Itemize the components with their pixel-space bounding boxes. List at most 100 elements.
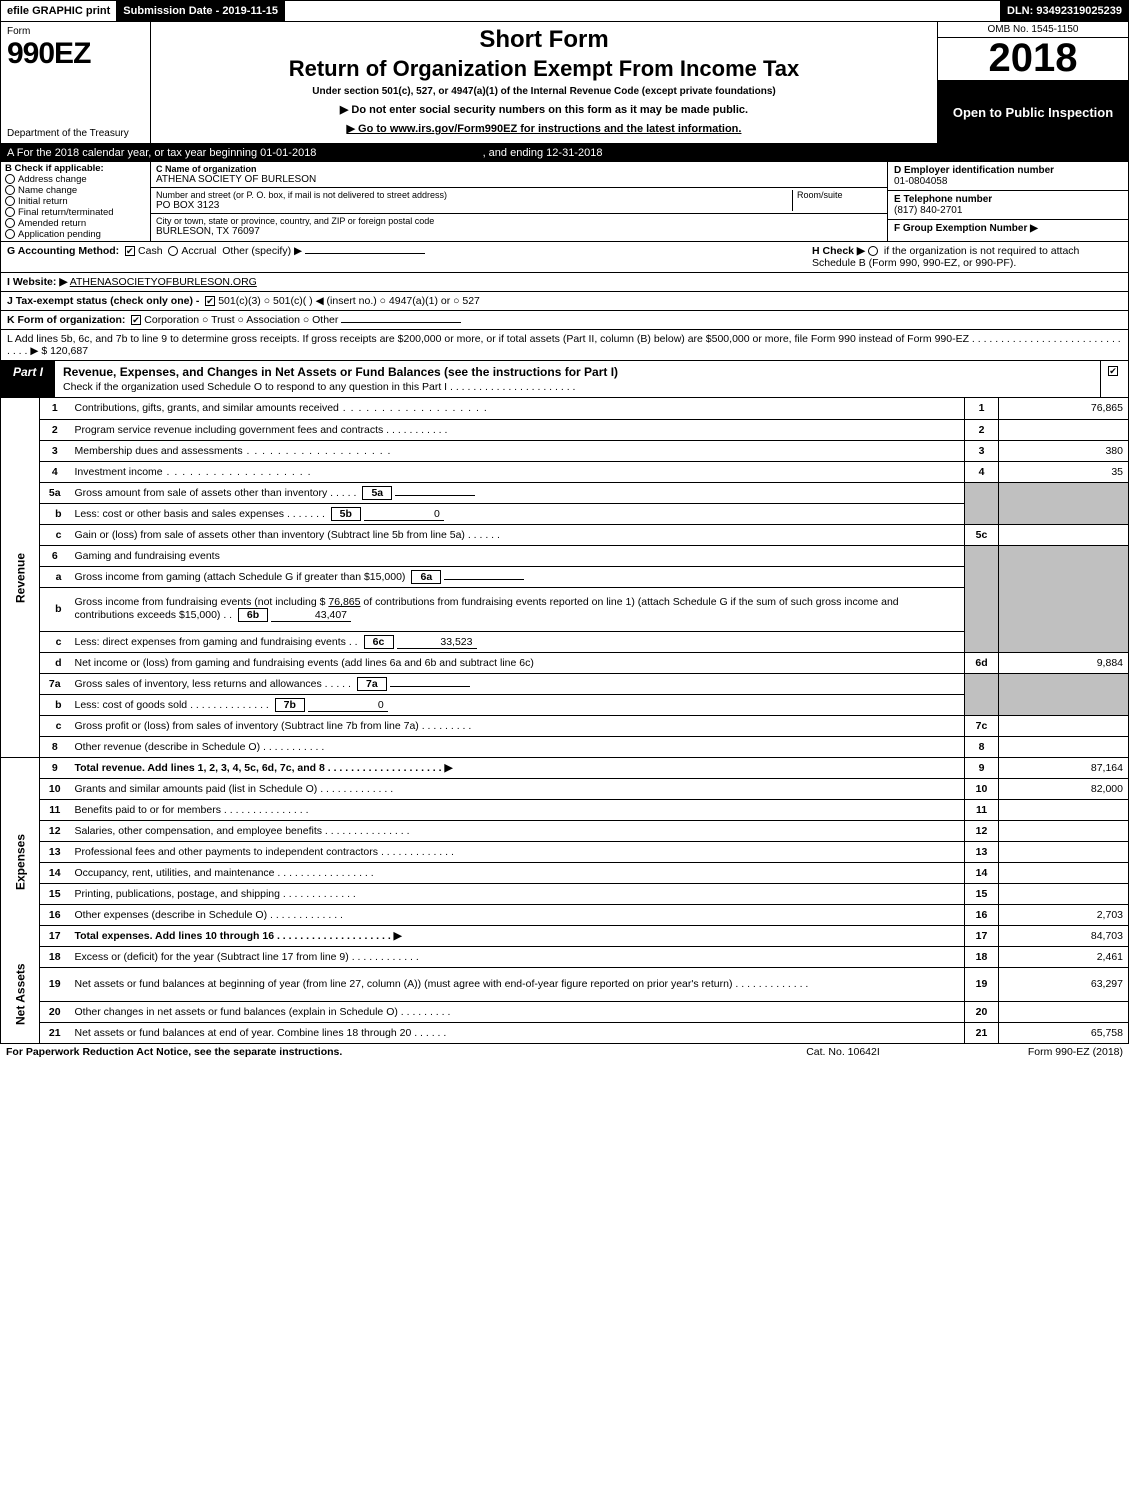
efile-print[interactable]: efile GRAPHIC print [1,1,117,21]
d-e-f-block: D Employer identification number 01-0804… [888,162,1128,241]
telephone: (817) 840-2701 [894,205,1122,216]
period-end: , and ending 12-31-2018 [483,147,603,159]
revenue-label: Revenue [1,398,40,757]
return-title: Return of Organization Exempt From Incom… [161,56,927,82]
room-label: Room/suite [797,190,882,200]
line-5c: cGain or (loss) from sale of assets othe… [1,524,1129,545]
part1-table: Revenue 1 Contributions, gifts, grants, … [0,398,1129,1044]
expenses-label: Expenses [1,778,40,946]
b-label: B Check if applicable: [5,163,146,174]
line-15: 15Printing, publications, postage, and s… [1,883,1129,904]
city-label: City or town, state or province, country… [156,216,882,226]
opt-amended-return[interactable]: Amended return [5,218,146,229]
form-ref: Form 990-EZ (2018) [943,1046,1123,1058]
line-12: 12Salaries, other compensation, and empl… [1,820,1129,841]
top-bar: efile GRAPHIC print Submission Date - 20… [0,0,1129,22]
line-21: 21Net assets or fund balances at end of … [1,1022,1129,1043]
opt-application-pending[interactable]: Application pending [5,229,146,240]
line-11: 11Benefits paid to or for members . . . … [1,799,1129,820]
line-8: 8Other revenue (describe in Schedule O) … [1,736,1129,757]
period-begin: A For the 2018 calendar year, or tax yea… [7,147,316,159]
open-to-public: Open to Public Inspection [938,81,1128,143]
entity-block: B Check if applicable: Address change Na… [0,162,1129,242]
opt-initial-return[interactable]: Initial return [5,196,146,207]
line-6b: bGross income from fundraising events (n… [1,587,1129,631]
chk-corporation[interactable] [131,315,141,325]
b-check-applicable: B Check if applicable: Address change Na… [1,162,151,241]
line-18: Net Assets 18Excess or (deficit) for the… [1,946,1129,967]
submission-date: Submission Date - 2019-11-15 [117,1,285,21]
topbar-spacer [285,1,1001,21]
tax-period-bar: A For the 2018 calendar year, or tax yea… [0,144,1129,162]
line-7b: bLess: cost of goods sold . . . . . . . … [1,694,1129,715]
line-5a: 5aGross amount from sale of assets other… [1,482,1129,503]
line-1: Revenue 1 Contributions, gifts, grants, … [1,398,1129,419]
i-website-row: I Website: ▶ ATHENASOCIETYOFBURLESON.ORG [0,273,1129,292]
under-section: Under section 501(c), 527, or 4947(a)(1)… [161,86,927,97]
h-check: H Check ▶ if the organization is not req… [812,245,1122,269]
go-to-link[interactable]: ▶ Go to www.irs.gov/Form990EZ for instru… [161,122,927,135]
j-tax-exempt-row: J Tax-exempt status (check only one) - 5… [0,292,1129,311]
dln: DLN: 93492319025239 [1001,1,1128,21]
org-city: BURLESON, TX 76097 [156,226,882,237]
part1-title: Revenue, Expenses, and Changes in Net As… [55,361,1100,397]
dept-treasury: Department of the Treasury [7,128,144,139]
part1-subtitle: Check if the organization used Schedule … [63,381,575,393]
opt-final-return[interactable]: Final return/terminated [5,207,146,218]
line-6a: aGross income from gaming (attach Schedu… [1,566,1129,587]
line-7a: 7aGross sales of inventory, less returns… [1,673,1129,694]
ein: 01-0804058 [894,176,1122,187]
c-name-address: C Name of organization ATHENA SOCIETY OF… [151,162,888,241]
line-6: 6Gaming and fundraising events [1,545,1129,566]
website-link[interactable]: ATHENASOCIETYOFBURLESON.ORG [70,276,257,288]
org-address: PO BOX 3123 [156,200,792,211]
paperwork-notice: For Paperwork Reduction Act Notice, see … [6,1046,743,1058]
line-10: Expenses 10Grants and similar amounts pa… [1,778,1129,799]
g-accounting: G Accounting Method: Cash Accrual Other … [7,245,812,269]
line-2: 2Program service revenue including gover… [1,419,1129,440]
line-13: 13Professional fees and other payments t… [1,841,1129,862]
short-form-title: Short Form [161,26,927,54]
netassets-label: Net Assets [1,946,40,1043]
tax-year: 2018 [938,38,1128,81]
header-left: Form 990EZ Department of the Treasury [1,22,151,143]
part1-checkbox[interactable] [1100,361,1128,397]
c-label: C Name of organization [156,164,882,174]
line-4: 4Investment income435 [1,461,1129,482]
opt-name-change[interactable]: Name change [5,185,146,196]
addr-label: Number and street (or P. O. box, if mail… [156,190,792,200]
e-label: E Telephone number [894,194,1122,205]
header-mid: Short Form Return of Organization Exempt… [151,22,938,143]
d-label: D Employer identification number [894,165,1122,176]
k-form-org-row: K Form of organization: Corporation ○ Tr… [0,311,1129,330]
form-header: Form 990EZ Department of the Treasury Sh… [0,22,1129,144]
part1-label: Part I [1,361,55,397]
form-word: Form [7,26,144,37]
f-label: F Group Exemption Number ▶ [894,223,1122,234]
line-14: 14Occupancy, rent, utilities, and mainte… [1,862,1129,883]
line-16: 16Other expenses (describe in Schedule O… [1,904,1129,925]
opt-address-change[interactable]: Address change [5,174,146,185]
line-3: 3Membership dues and assessments3380 [1,440,1129,461]
l-gross-receipts-row: L Add lines 5b, 6c, and 7b to line 9 to … [0,330,1129,361]
line-6c: cLess: direct expenses from gaming and f… [1,631,1129,652]
line-20: 20Other changes in net assets or fund ba… [1,1001,1129,1022]
cat-no: Cat. No. 10642I [743,1046,943,1058]
form-number: 990EZ [7,37,144,71]
g-h-row: G Accounting Method: Cash Accrual Other … [0,242,1129,273]
chk-cash[interactable] [125,246,135,256]
line-5b: bLess: cost or other basis and sales exp… [1,503,1129,524]
line-9: 9Total revenue. Add lines 1, 2, 3, 4, 5c… [1,757,1129,778]
chk-h[interactable] [868,246,878,256]
chk-501c3[interactable] [205,296,215,306]
page-footer: For Paperwork Reduction Act Notice, see … [0,1044,1129,1060]
part1-bar: Part I Revenue, Expenses, and Changes in… [0,361,1129,398]
org-name: ATHENA SOCIETY OF BURLESON [156,174,882,185]
line-7c: cGross profit or (loss) from sales of in… [1,715,1129,736]
line-6d: dNet income or (loss) from gaming and fu… [1,652,1129,673]
do-not-enter: ▶ Do not enter social security numbers o… [161,103,927,116]
line-19: 19Net assets or fund balances at beginni… [1,967,1129,1001]
line-17: 17Total expenses. Add lines 10 through 1… [1,925,1129,946]
chk-accrual[interactable] [168,246,178,256]
header-right: OMB No. 1545-1150 2018 Open to Public In… [938,22,1128,143]
